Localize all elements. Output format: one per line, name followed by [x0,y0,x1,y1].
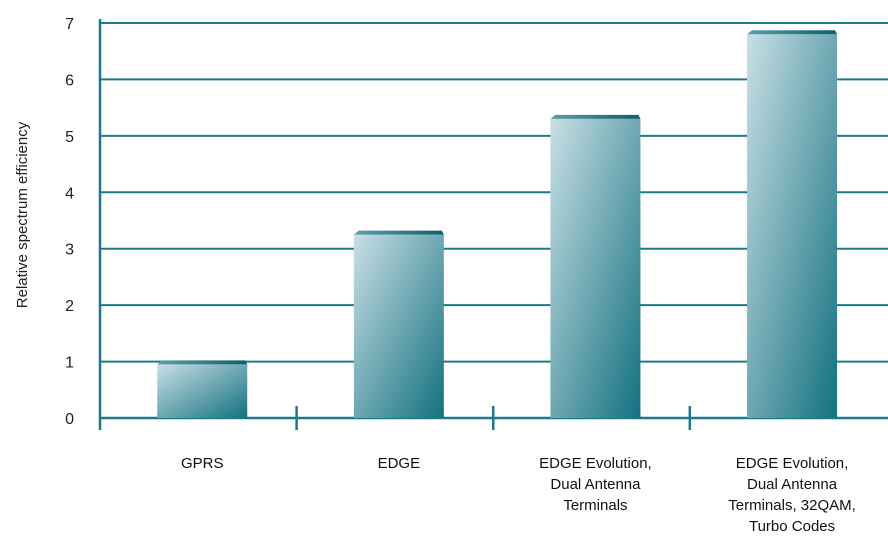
bar-body [747,34,838,419]
bar-cap [550,114,641,119]
y-tick-label: 0 [65,411,74,428]
bar-body [157,364,248,418]
x-category-label: EDGE Evolution, Dual Antenna Terminals, 32… [728,455,856,535]
bar-cap [747,30,838,35]
y-tick-label: 3 [65,242,74,259]
bar-body [353,234,444,418]
y-axis-label: Relative spectrum efficiency [14,121,31,308]
y-tick-label: 7 [65,16,74,33]
x-category-label: EDGE [378,455,421,472]
bar [747,30,838,419]
y-tick-label: 6 [65,72,74,89]
bar-cap [157,360,248,365]
y-tick-label: 4 [65,185,74,202]
bar [157,360,248,418]
bars [157,30,838,419]
bar-cap [353,230,444,235]
bar-body [550,118,641,418]
labels: 0 1 2 3 4 5 6 7 GPRS EDGE EDGE Evolution, Dual Ante… [65,16,856,535]
gridlines [100,22,888,363]
bar [353,230,444,418]
y-tick-label: 2 [65,298,74,315]
bar [550,114,641,418]
y-tick-label: 1 [65,355,74,372]
x-category-label: EDGE Evolution, Dual Antenna Terminals [539,455,652,514]
y-tick-label: 5 [65,129,74,146]
x-category-label: GPRS [181,455,224,472]
